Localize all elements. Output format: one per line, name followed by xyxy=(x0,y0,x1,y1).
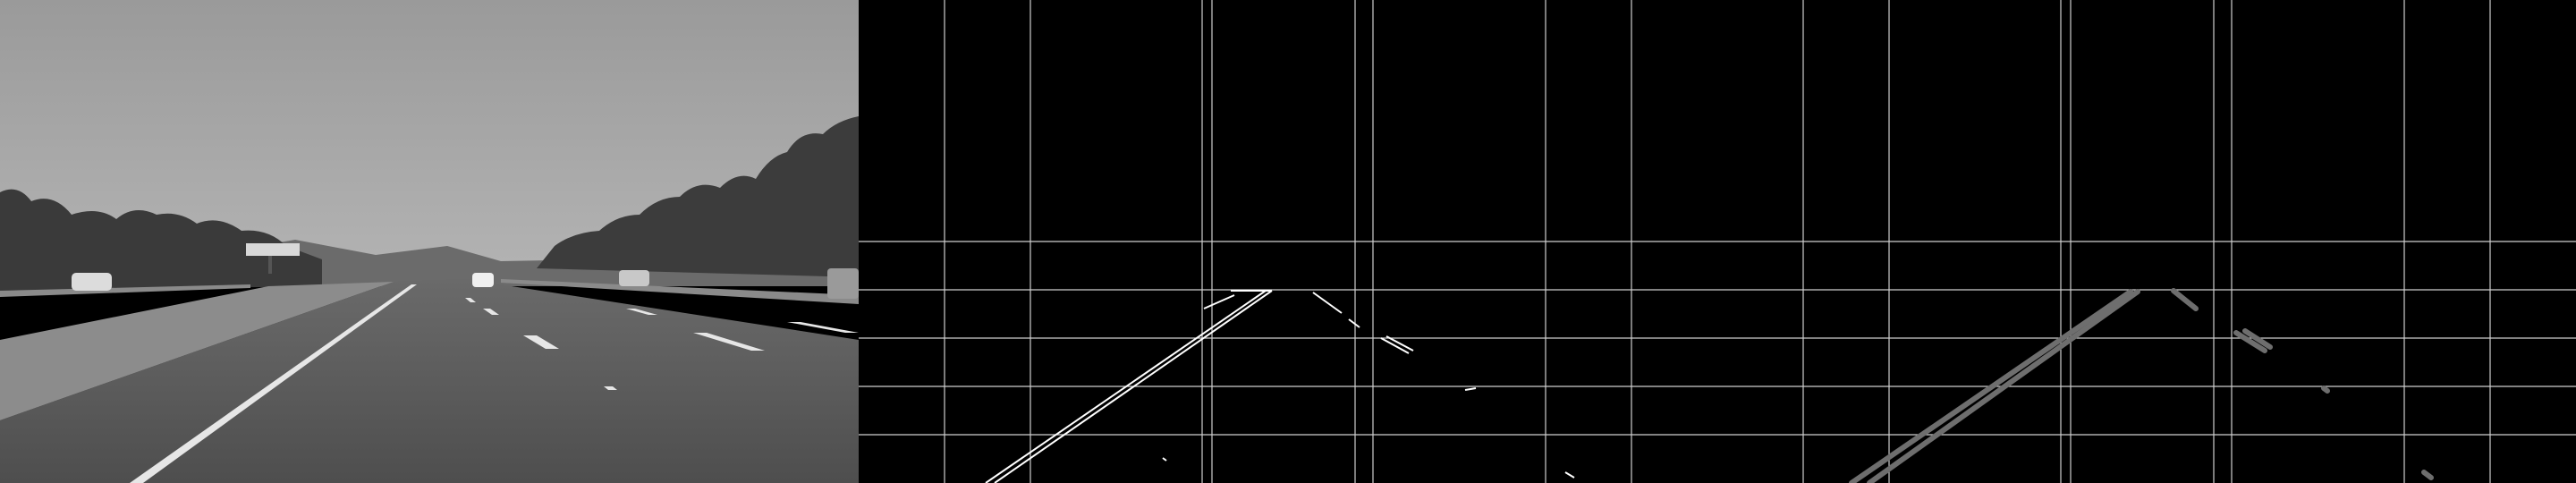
car-right-edge xyxy=(827,268,859,299)
billboard xyxy=(246,243,300,256)
car-left xyxy=(72,273,112,291)
grid-lines xyxy=(859,0,1717,483)
lane-detection-image xyxy=(1717,0,2576,483)
road-surface xyxy=(0,279,859,483)
dashed-lane-markers xyxy=(465,298,859,390)
grid-lines xyxy=(1717,0,2576,483)
right-trees xyxy=(537,116,859,277)
lane-lines-grid-panel xyxy=(1717,0,2576,483)
car-right xyxy=(619,270,649,286)
car-ahead xyxy=(472,273,494,287)
right-guardrail xyxy=(501,279,859,304)
solid-lane-line xyxy=(130,284,417,483)
lane-segments xyxy=(1849,288,2434,483)
left-shoulder xyxy=(0,282,394,420)
edges-grid-panel xyxy=(859,0,1717,483)
grayscale-road-panel xyxy=(0,0,859,483)
left-trees xyxy=(0,189,322,291)
grayscale-road-image xyxy=(0,0,859,483)
detected-edges xyxy=(985,290,1575,483)
edge-detection-image xyxy=(859,0,1717,483)
